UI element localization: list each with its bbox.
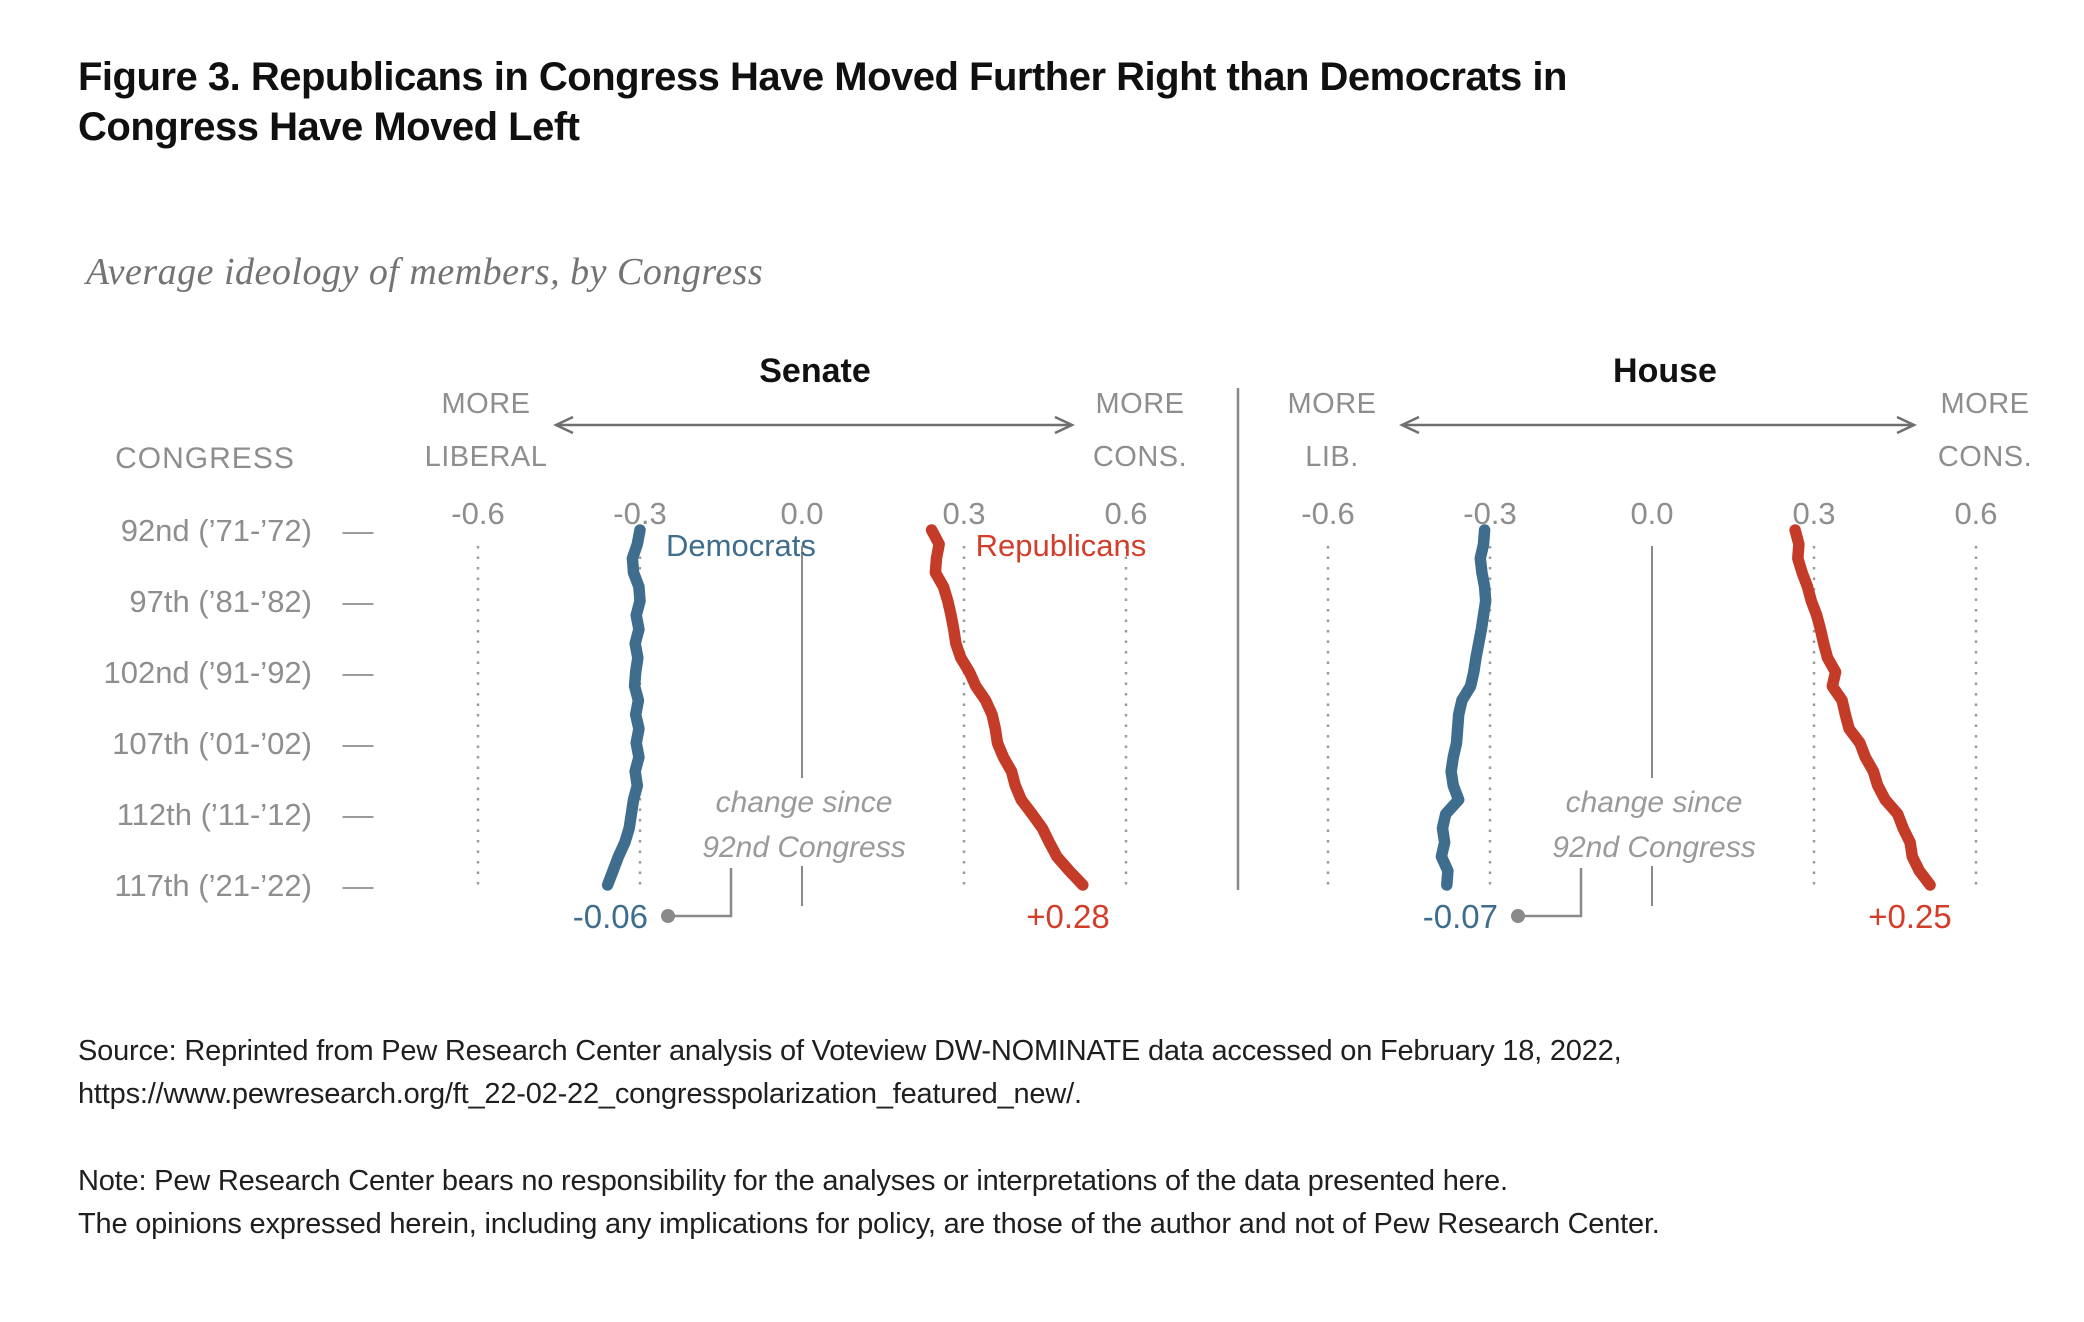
house-democrat-change-value: -0.07 [1423, 898, 1498, 935]
congress-tick-label: 97th (’81-’82) [129, 584, 312, 619]
house-change-annotation: change since [1566, 786, 1743, 819]
senate-x-tick-label: -0.6 [451, 496, 504, 531]
congress-tick-dash: — [343, 726, 374, 761]
house-arrowhead-right-icon [1896, 415, 1917, 435]
house-republicans-line [1789, 524, 1936, 891]
senate-arrowhead-right-icon [1054, 415, 1075, 435]
congress-tick-label: 107th (’01-’02) [112, 726, 312, 761]
congress-tick-label: 112th (’11-’12) [117, 797, 312, 832]
senate-change-annotation: change since [716, 786, 893, 819]
senate-change-annotation: 92nd Congress [702, 831, 905, 864]
figure-subtitle: Average ideology of members, by Congress [86, 251, 764, 293]
note-text: Note: Pew Research Center bears no respo… [78, 1165, 1660, 1240]
house-arrowhead-left-icon [1399, 415, 1420, 435]
congress-tick-dash: — [343, 655, 374, 690]
senate-democrat-change-value: -0.06 [573, 898, 648, 935]
congress-tick-dash: — [343, 868, 374, 903]
senate-more-liberal-label: LIBERAL [425, 441, 548, 473]
senate-x-tick-label: 0.0 [780, 496, 823, 531]
senate-x-tick-label: 0.6 [1104, 496, 1147, 531]
congress-tick-dash: — [343, 584, 374, 619]
senate-democrats-label: Democrats [666, 528, 816, 563]
congress-tick-label: 117th (’21-’22) [114, 868, 312, 903]
congress-tick-dash: — [343, 797, 374, 832]
congress-axis-header: CONGRESS [115, 442, 295, 475]
source-text: Source: Reprinted from Pew Research Cent… [78, 1035, 1622, 1110]
house-x-tick-label: -0.3 [1463, 496, 1516, 531]
senate-republicans-line [925, 524, 1089, 891]
senate-callout-connector [668, 868, 733, 918]
house-x-tick-label: 0.6 [1954, 496, 1997, 531]
figure-title: Figure 3. Republicans in Congress Have M… [78, 55, 1567, 149]
senate-republican-change-value: +0.28 [1026, 898, 1110, 935]
house-x-tick-label: 0.3 [1792, 496, 1835, 531]
senate-more-conservative-label: CONS. [1093, 441, 1187, 473]
house-more-liberal-label: LIB. [1305, 441, 1359, 473]
house-callout-connector [1518, 868, 1583, 918]
senate-republicans-label: Republicans [976, 528, 1147, 563]
senate-more-conservative-label: MORE [1096, 388, 1185, 420]
congress-tick-dash: — [343, 513, 374, 548]
senate-arrowhead-left-icon [553, 415, 574, 435]
senate-democrats-line [601, 524, 646, 891]
house-democrats-line [1435, 524, 1492, 891]
congress-tick-label: 102nd (’91-’92) [103, 655, 312, 690]
house-x-tick-label: 0.0 [1630, 496, 1673, 531]
house-more-conservative-label: CONS. [1938, 441, 2032, 473]
house-x-tick-label: -0.6 [1301, 496, 1354, 531]
senate-panel-title: Senate [759, 352, 871, 390]
house-republican-change-value: +0.25 [1868, 898, 1952, 935]
senate-more-liberal-label: MORE [442, 388, 531, 420]
senate-x-tick-label: 0.3 [942, 496, 985, 531]
house-more-liberal-label: MORE [1288, 388, 1377, 420]
house-more-conservative-label: MORE [1941, 388, 2030, 420]
house-change-annotation: 92nd Congress [1552, 831, 1755, 864]
house-panel-title: House [1613, 352, 1717, 390]
congress-tick-label: 92nd (’71-’72) [121, 513, 312, 548]
